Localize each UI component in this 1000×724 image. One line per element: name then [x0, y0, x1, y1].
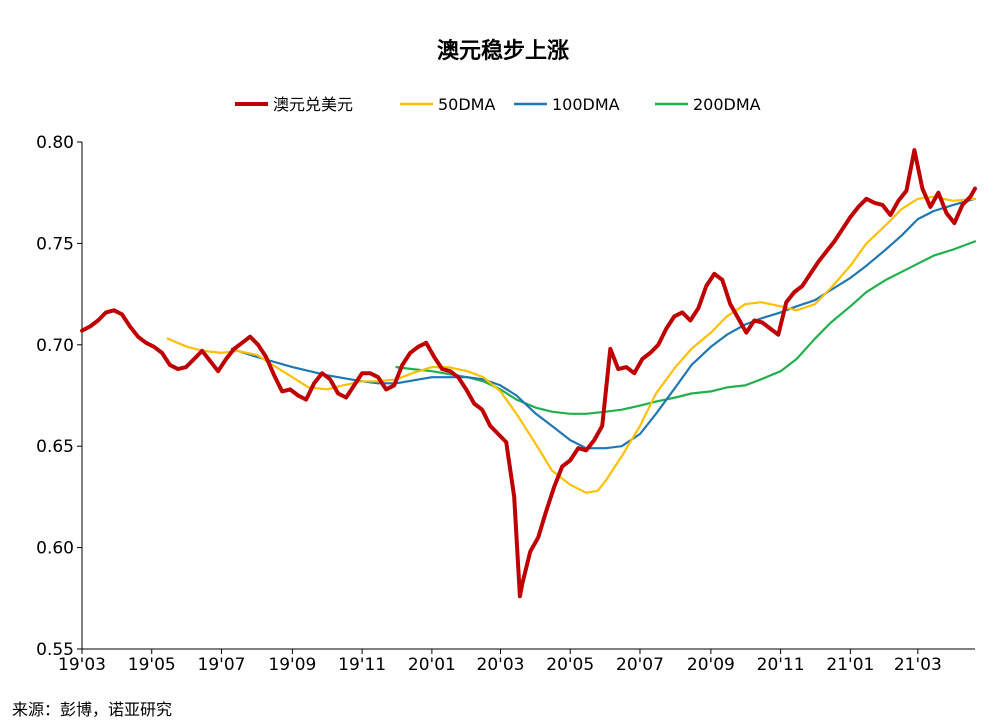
- x-tick-label: 20'05: [546, 655, 594, 675]
- legend-label: 200DMA: [693, 95, 761, 114]
- legend-item-50dma: 50DMA: [400, 95, 495, 114]
- y-tick-label: 0.70: [36, 336, 74, 356]
- y-tick-label: 0.60: [36, 539, 74, 559]
- x-tick-label: 20'03: [477, 655, 525, 675]
- x-tick-label: 21'01: [826, 655, 874, 675]
- x-tick-label: 20'01: [408, 655, 456, 675]
- x-tick-label: 21'03: [894, 655, 942, 675]
- legend-label: 澳元兑美元: [273, 95, 353, 114]
- y-tick-label: 0.80: [36, 133, 74, 153]
- y-tick-label: 0.55: [36, 640, 74, 660]
- y-tick-label: 0.75: [36, 234, 74, 254]
- x-tick-label: 19'05: [128, 655, 176, 675]
- series-line-50dma: [166, 195, 977, 494]
- chart-legend: 澳元兑美元 50DMA 100DMA 200DMA: [235, 95, 761, 114]
- x-tick-label: 20'11: [757, 655, 805, 675]
- x-tick-label: 19'03: [58, 655, 106, 675]
- x-tick-label: 19'07: [198, 655, 246, 675]
- chart-title: 澳元稳步上涨: [437, 38, 569, 64]
- legend-label: 100DMA: [552, 95, 620, 114]
- y-tick-label: 0.65: [36, 437, 74, 457]
- series-line-100dma: [230, 197, 977, 450]
- legend-item-100dma: 100DMA: [514, 95, 620, 114]
- series-line-audusd: [80, 148, 977, 599]
- legend-item-200dma: 200DMA: [655, 95, 761, 114]
- x-tick-label: 20'09: [687, 655, 735, 675]
- x-tick-label: 19'11: [338, 655, 386, 675]
- x-tick-label: 20'07: [616, 655, 664, 675]
- series-line-200dma: [395, 240, 977, 415]
- source-note: 来源：彭博，诺亚研究: [12, 700, 173, 719]
- legend-item-audusd: 澳元兑美元: [235, 95, 353, 114]
- legend-label: 50DMA: [438, 95, 495, 114]
- x-tick-label: 19'09: [268, 655, 316, 675]
- chart-axes: 0.55 0.60 0.65 0.70 0.75 0.80 19'03 19'05 19'07 1…: [36, 133, 975, 675]
- chart-series: [80, 148, 977, 599]
